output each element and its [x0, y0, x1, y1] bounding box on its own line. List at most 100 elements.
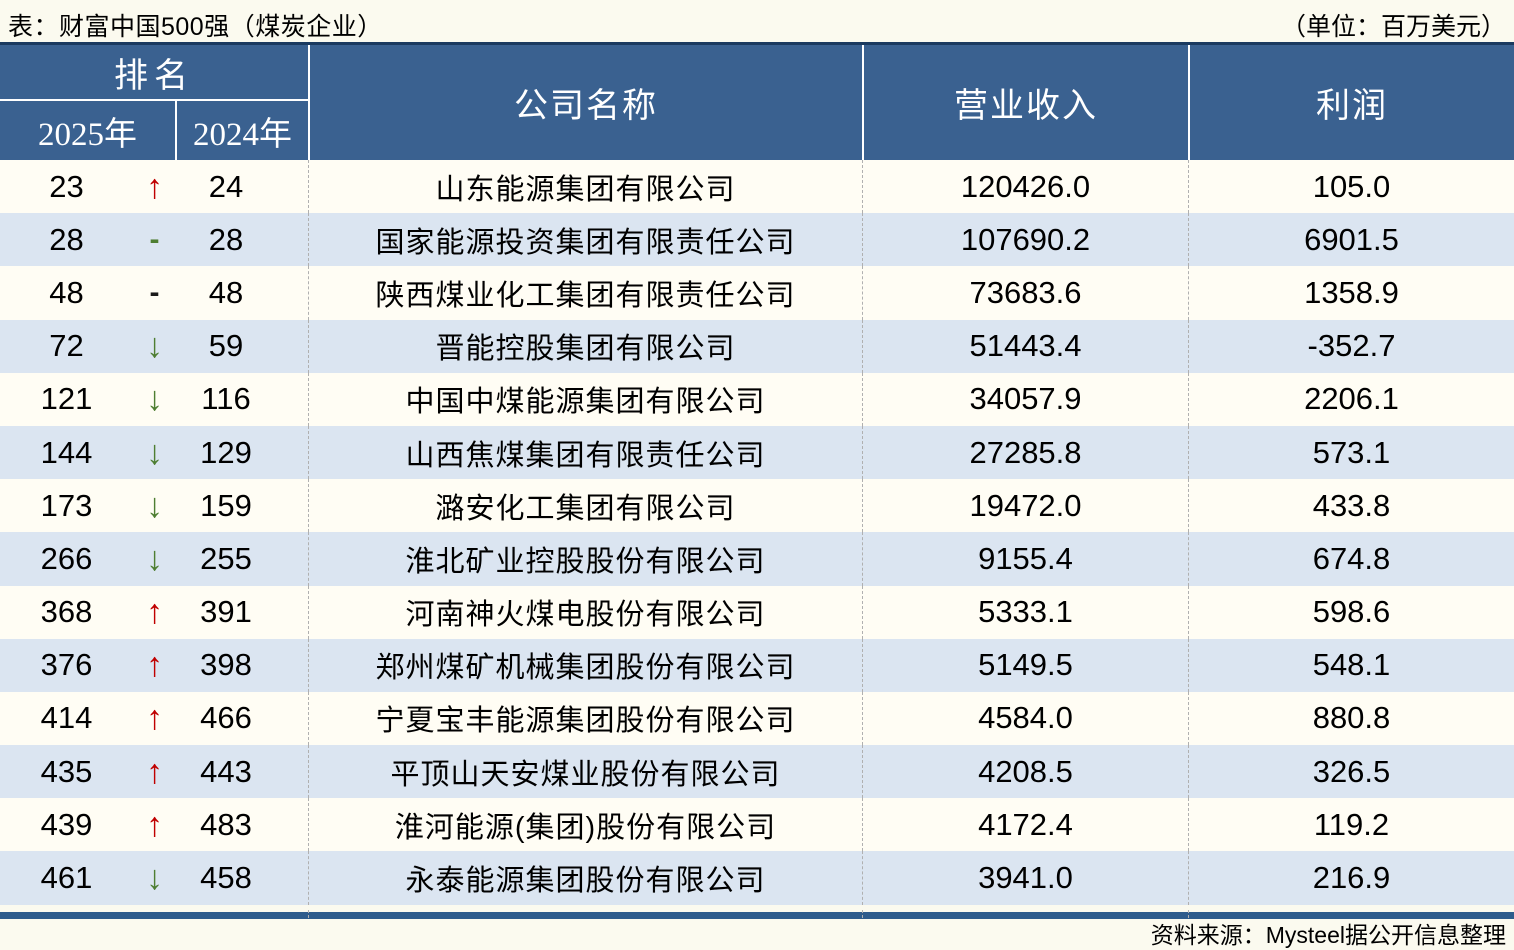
clipped-partial-row: 冀中能源集团有限责任公司3948.7	[0, 905, 1514, 919]
rank-2024-cell: 255	[200, 540, 252, 576]
table-header: 排名 2025年 2024年 公司名称 营业收入 利润	[0, 42, 1514, 160]
rank-2024-cell: 59	[208, 328, 244, 364]
table-row: 144 ↓ 129 山西焦煤集团有限责任公司 27285.8 573.1	[0, 425, 1514, 480]
company-name-cell: 淮北矿业控股股份有限公司	[308, 532, 862, 586]
company-name-cell: 国家能源投资集团有限责任公司	[308, 213, 862, 267]
down-change-icon: ↓	[146, 433, 163, 472]
source-credit: 资料来源：Mysteel据公开信息整理	[1150, 922, 1506, 948]
rank-2024-cell: 159	[200, 487, 252, 523]
revenue-cell: 3948.7	[862, 910, 1188, 919]
profit-cell: 105.0	[1188, 160, 1514, 214]
rank-2025-cell: 28	[49, 221, 84, 257]
header-company: 公司名称	[308, 45, 862, 160]
unit-note: （单位：百万美元）	[1280, 13, 1506, 41]
table-row: 368 ↑ 391 河南神火煤电股份有限公司 5333.1 598.6	[0, 585, 1514, 639]
header-rank-2025: 2025年	[38, 116, 137, 153]
company-name-cell: 永泰能源集团股份有限公司	[308, 851, 862, 905]
company-name-cell: 陕西煤业化工集团有限责任公司	[308, 266, 862, 320]
rank-2024-cell: 28	[208, 221, 244, 257]
table-row: 冀中能源集团有限责任公司3948.7	[0, 910, 1514, 919]
rank-spacer	[276, 532, 308, 585]
revenue-cell: 3941.0	[862, 851, 1188, 905]
none-change-icon	[133, 910, 176, 919]
revenue-cell: 4172.4	[862, 798, 1188, 852]
rank-2025-cell: 439	[40, 806, 93, 842]
rank-spacer	[276, 320, 308, 373]
header-rank-group: 排名 2025年 2024年	[0, 45, 308, 160]
down-change-icon: ↓	[146, 327, 163, 366]
revenue-cell: 19472.0	[862, 479, 1188, 533]
company-name-cell: 山东能源集团有限公司	[308, 160, 862, 214]
title-bar: 表：财富中国500强（煤炭企业） （单位：百万美元）	[0, 0, 1514, 42]
revenue-cell: 34057.9	[862, 372, 1188, 426]
rank-2024-cell: 466	[200, 700, 252, 736]
profit-cell: 216.9	[1188, 851, 1514, 905]
profit-cell: 326.5	[1188, 745, 1514, 799]
table-row: 23 ↑ 24 山东能源集团有限公司 120426.0 105.0	[0, 160, 1514, 214]
profit-cell: 548.1	[1188, 638, 1514, 692]
rank-spacer	[276, 586, 308, 639]
profit-cell: 6901.5	[1188, 213, 1514, 267]
table-bottom-bar	[0, 912, 1514, 919]
revenue-cell: 9155.4	[862, 532, 1188, 586]
rank-2024-cell: 398	[200, 647, 252, 683]
table-row: 72 ↓ 59 晋能控股集团有限公司 51443.4 -352.7	[0, 319, 1514, 373]
company-name-cell: 宁夏宝丰能源集团股份有限公司	[308, 691, 862, 746]
header-rank-label: 排名	[0, 45, 308, 101]
rank-2025-cell: 72	[49, 328, 84, 364]
rank-spacer	[276, 160, 308, 213]
company-name-cell: 晋能控股集团有限公司	[308, 319, 862, 373]
up-change-icon: ↑	[146, 752, 163, 791]
revenue-cell: 51443.4	[862, 319, 1188, 373]
profit-cell: 1358.9	[1188, 266, 1514, 320]
rank-2024-cell: 116	[201, 381, 251, 417]
profit-cell: 880.8	[1188, 691, 1514, 746]
rank-spacer	[276, 851, 308, 904]
table-row: 266 ↓ 255 淮北矿业控股股份有限公司 9155.4 674.8	[0, 532, 1514, 586]
rank-2025-cell: 368	[40, 594, 93, 630]
company-name-cell: 淮河能源(集团)股份有限公司	[308, 798, 862, 852]
revenue-cell: 5333.1	[862, 585, 1188, 639]
revenue-cell: 27285.8	[862, 425, 1188, 480]
company-name-cell: 冀中能源集团有限责任公司	[308, 910, 862, 919]
revenue-cell: 107690.2	[862, 213, 1188, 267]
table-row: 28 - 28 国家能源投资集团有限责任公司 107690.2 6901.5	[0, 213, 1514, 267]
revenue-cell: 4584.0	[862, 691, 1188, 746]
rank-spacer	[276, 213, 308, 266]
rank-spacer	[276, 910, 308, 919]
profit-cell: 598.6	[1188, 585, 1514, 639]
rank-2025-cell: 414	[40, 700, 93, 736]
profit-cell: 573.1	[1188, 425, 1514, 480]
rank-2025-cell: 461	[40, 860, 93, 896]
rank-2025-cell: 144	[40, 434, 93, 470]
rank-2025-cell: 48	[49, 274, 84, 310]
rank-2024-cell: 391	[200, 594, 252, 630]
company-name-cell: 河南神火煤电股份有限公司	[308, 585, 862, 639]
header-revenue: 营业收入	[862, 45, 1188, 160]
table-body: 23 ↑ 24 山东能源集团有限公司 120426.0 105.0 28 - 28 国家能源投资集…	[0, 160, 1514, 905]
profit-cell: 119.2	[1188, 798, 1514, 852]
rank-spacer	[276, 373, 308, 426]
profit-cell: 674.8	[1188, 532, 1514, 586]
rank-2025-cell: 173	[40, 487, 93, 523]
table-row: 435 ↑ 443 平顶山天安煤业股份有限公司 4208.5 326.5	[0, 745, 1514, 799]
rank-2024-cell: 443	[200, 753, 252, 789]
revenue-cell: 73683.6	[862, 266, 1188, 320]
rank-2025-cell: 23	[49, 168, 84, 204]
down-change-icon: ↓	[146, 380, 163, 419]
table-row: 414 ↑ 466 宁夏宝丰能源集团股份有限公司 4584.0 880.8	[0, 691, 1514, 746]
page-title: 表：财富中国500强（煤炭企业）	[8, 13, 383, 41]
rank-spacer	[276, 798, 308, 851]
up-change-icon: ↑	[146, 593, 163, 632]
rank-spacer	[276, 745, 308, 798]
rank-spacer	[276, 266, 308, 319]
rank-spacer	[276, 639, 308, 692]
profit-cell: 433.8	[1188, 479, 1514, 533]
company-name-cell: 潞安化工集团有限公司	[308, 479, 862, 533]
rank-2024-cell: 129	[200, 434, 252, 470]
dash-change-icon: -	[149, 222, 160, 256]
dash-change-icon: -	[149, 275, 160, 309]
table-row: 376 ↑ 398 郑州煤矿机械集团股份有限公司 5149.5 548.1	[0, 638, 1514, 692]
rank-2025-cell: 376	[40, 647, 93, 683]
table-row: 461 ↓ 458 永泰能源集团股份有限公司 3941.0 216.9	[0, 851, 1514, 905]
